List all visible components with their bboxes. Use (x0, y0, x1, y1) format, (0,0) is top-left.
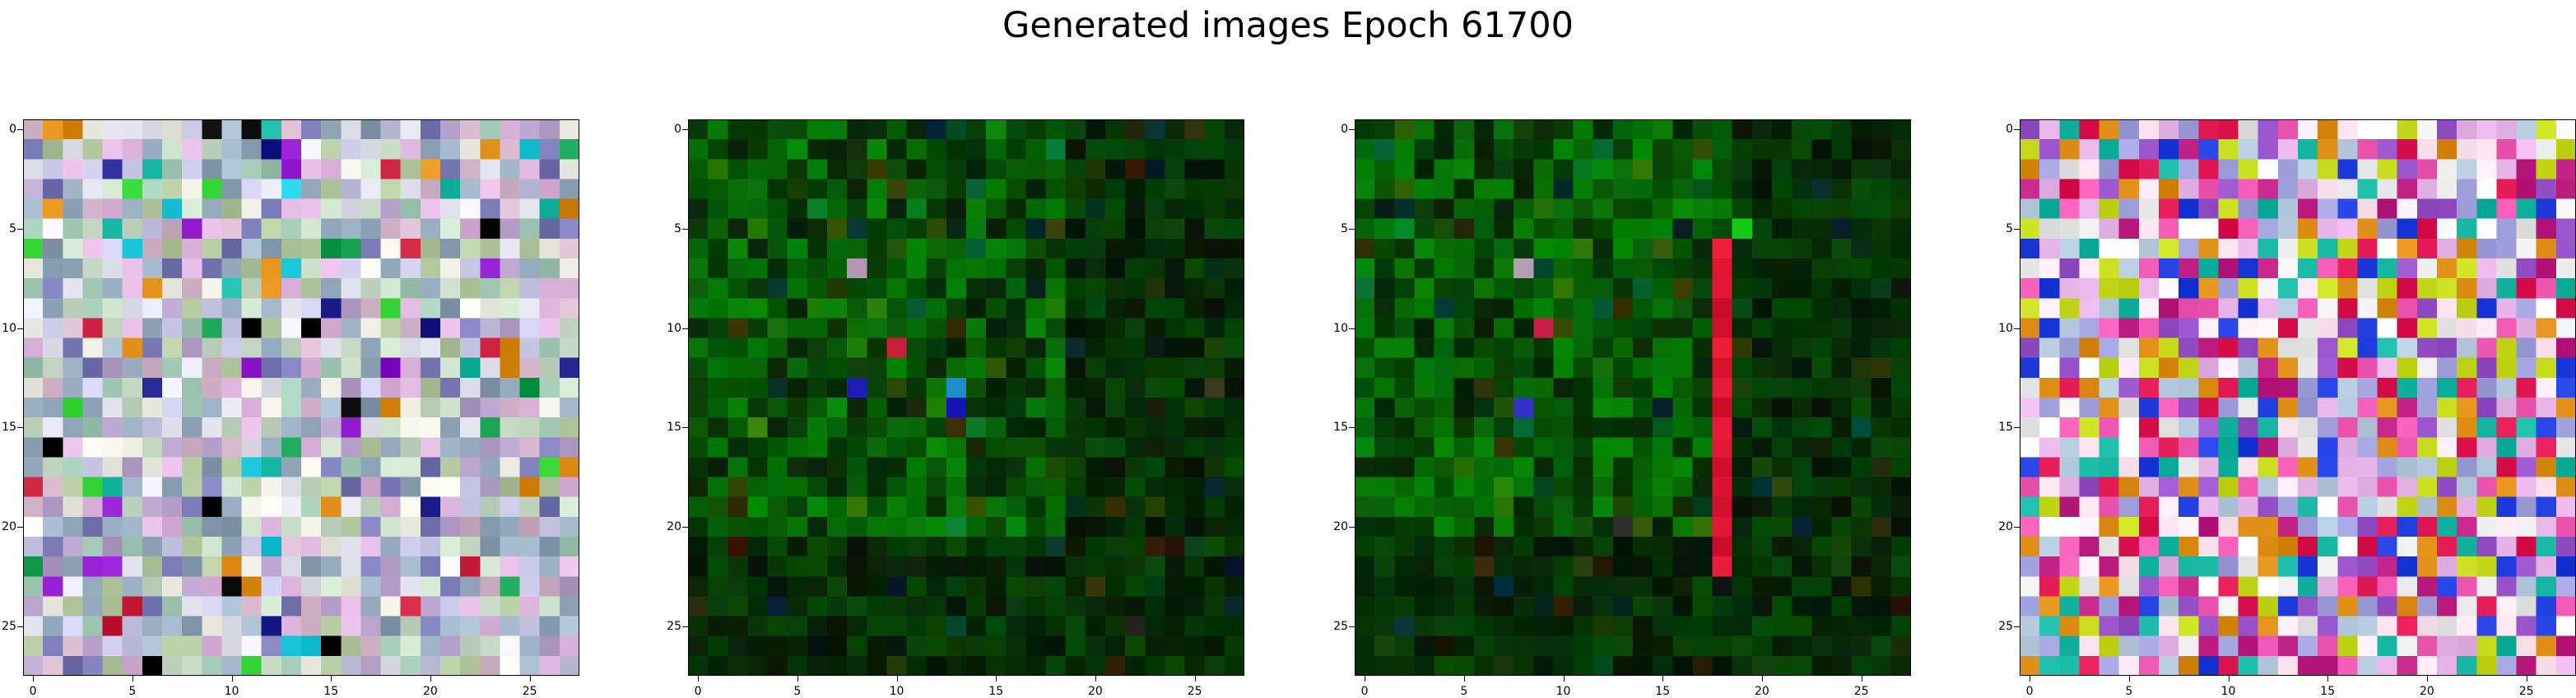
y-tick-label: 25 (2, 621, 16, 632)
y-tick-label: 15 (2, 421, 16, 433)
y-tick-label: 15 (667, 421, 681, 433)
y-tick-mark (682, 229, 688, 230)
y-tick-label: 0 (674, 123, 681, 135)
y-tick-label: 25 (1333, 621, 1348, 632)
x-tick-mark (1095, 676, 1096, 682)
y-tick-label: 20 (1998, 521, 2013, 533)
y-tick-label: 0 (9, 123, 16, 135)
y-tick-label: 20 (2, 521, 16, 533)
x-tick-mark (2427, 676, 2428, 682)
x-tick-mark (2229, 676, 2230, 682)
x-tick-mark (996, 676, 997, 682)
figure-title: Generated images Epoch 61700 (0, 5, 2576, 46)
y-tick-label: 15 (1333, 421, 1348, 433)
y-tick-mark (2014, 129, 2020, 130)
y-tick-label: 10 (2, 323, 16, 334)
y-tick-mark (2014, 328, 2020, 329)
image-panel-4: 0 5 10 15 20 25 0 5 10 15 20 25 (2020, 119, 2576, 676)
y-tick-mark (682, 626, 688, 627)
y-tick-mark (1349, 328, 1355, 329)
y-tick-label: 10 (667, 323, 681, 334)
y-tick-mark (17, 527, 23, 528)
y-tick-label: 5 (2006, 223, 2013, 235)
x-tick-mark (1195, 676, 1196, 682)
y-tick-label: 5 (674, 223, 681, 235)
x-tick-mark (797, 676, 798, 682)
y-tick-label: 0 (1341, 123, 1348, 135)
y-tick-mark (1349, 427, 1355, 428)
y-tick-mark (17, 626, 23, 627)
x-tick-mark (897, 676, 898, 682)
x-tick-mark (232, 676, 233, 682)
y-tick-mark (682, 427, 688, 428)
y-tick-label: 25 (1998, 621, 2013, 632)
y-tick-label: 15 (1998, 421, 2013, 433)
y-tick-mark (17, 229, 23, 230)
y-tick-mark (682, 129, 688, 130)
y-tick-mark (1349, 626, 1355, 627)
y-tick-label: 10 (1333, 323, 1348, 334)
image-panel-1: 0 5 10 15 20 25 0 5 10 15 20 25 (23, 119, 579, 676)
y-tick-mark (682, 527, 688, 528)
x-tick-mark (33, 676, 34, 682)
y-tick-label: 20 (1333, 521, 1348, 533)
x-tick-mark (2327, 676, 2328, 682)
y-tick-mark (17, 328, 23, 329)
x-tick-mark (530, 676, 531, 682)
x-tick-mark (1464, 676, 1465, 682)
x-tick-mark (1762, 676, 1763, 682)
y-tick-mark (2014, 229, 2020, 230)
x-tick-mark (430, 676, 431, 682)
x-tick-mark (698, 676, 699, 682)
y-tick-label: 0 (2006, 123, 2013, 135)
y-tick-mark (1349, 527, 1355, 528)
y-tick-label: 25 (667, 621, 681, 632)
y-tick-mark (1349, 229, 1355, 230)
y-tick-mark (682, 328, 688, 329)
x-tick-mark (1564, 676, 1565, 682)
image-panel-3: 0 5 10 15 20 25 0 5 10 15 20 25 (1355, 119, 1911, 676)
y-tick-mark (2014, 427, 2020, 428)
x-tick-mark (331, 676, 332, 682)
y-tick-label: 20 (667, 521, 681, 533)
generated-image-1 (23, 119, 579, 676)
y-tick-mark (17, 129, 23, 130)
y-tick-label: 5 (1341, 223, 1348, 235)
x-tick-mark (1662, 676, 1663, 682)
generated-image-2 (688, 119, 1244, 676)
y-tick-mark (17, 427, 23, 428)
image-panel-2: 0 5 10 15 20 25 0 5 10 15 20 25 (688, 119, 1244, 676)
y-tick-mark (1349, 129, 1355, 130)
x-tick-mark (2129, 676, 2130, 682)
generated-image-4 (2020, 119, 2576, 676)
generated-image-3 (1355, 119, 1911, 676)
y-tick-mark (2014, 626, 2020, 627)
y-tick-label: 10 (1998, 323, 2013, 334)
y-tick-mark (2014, 527, 2020, 528)
y-tick-label: 5 (9, 223, 16, 235)
